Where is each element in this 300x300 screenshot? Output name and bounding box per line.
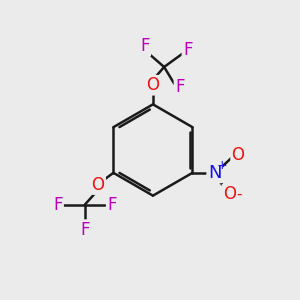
Text: -: -: [236, 187, 242, 202]
Text: N: N: [208, 164, 221, 182]
Text: O: O: [232, 146, 244, 164]
Text: F: F: [80, 220, 90, 238]
Text: F: F: [175, 78, 184, 96]
Text: F: F: [140, 38, 150, 56]
Text: O: O: [146, 76, 159, 94]
Text: +: +: [217, 159, 227, 172]
Text: F: F: [53, 196, 62, 214]
Text: O: O: [92, 176, 105, 194]
Text: O: O: [223, 185, 236, 203]
Text: F: F: [107, 196, 117, 214]
Text: F: F: [183, 41, 192, 59]
